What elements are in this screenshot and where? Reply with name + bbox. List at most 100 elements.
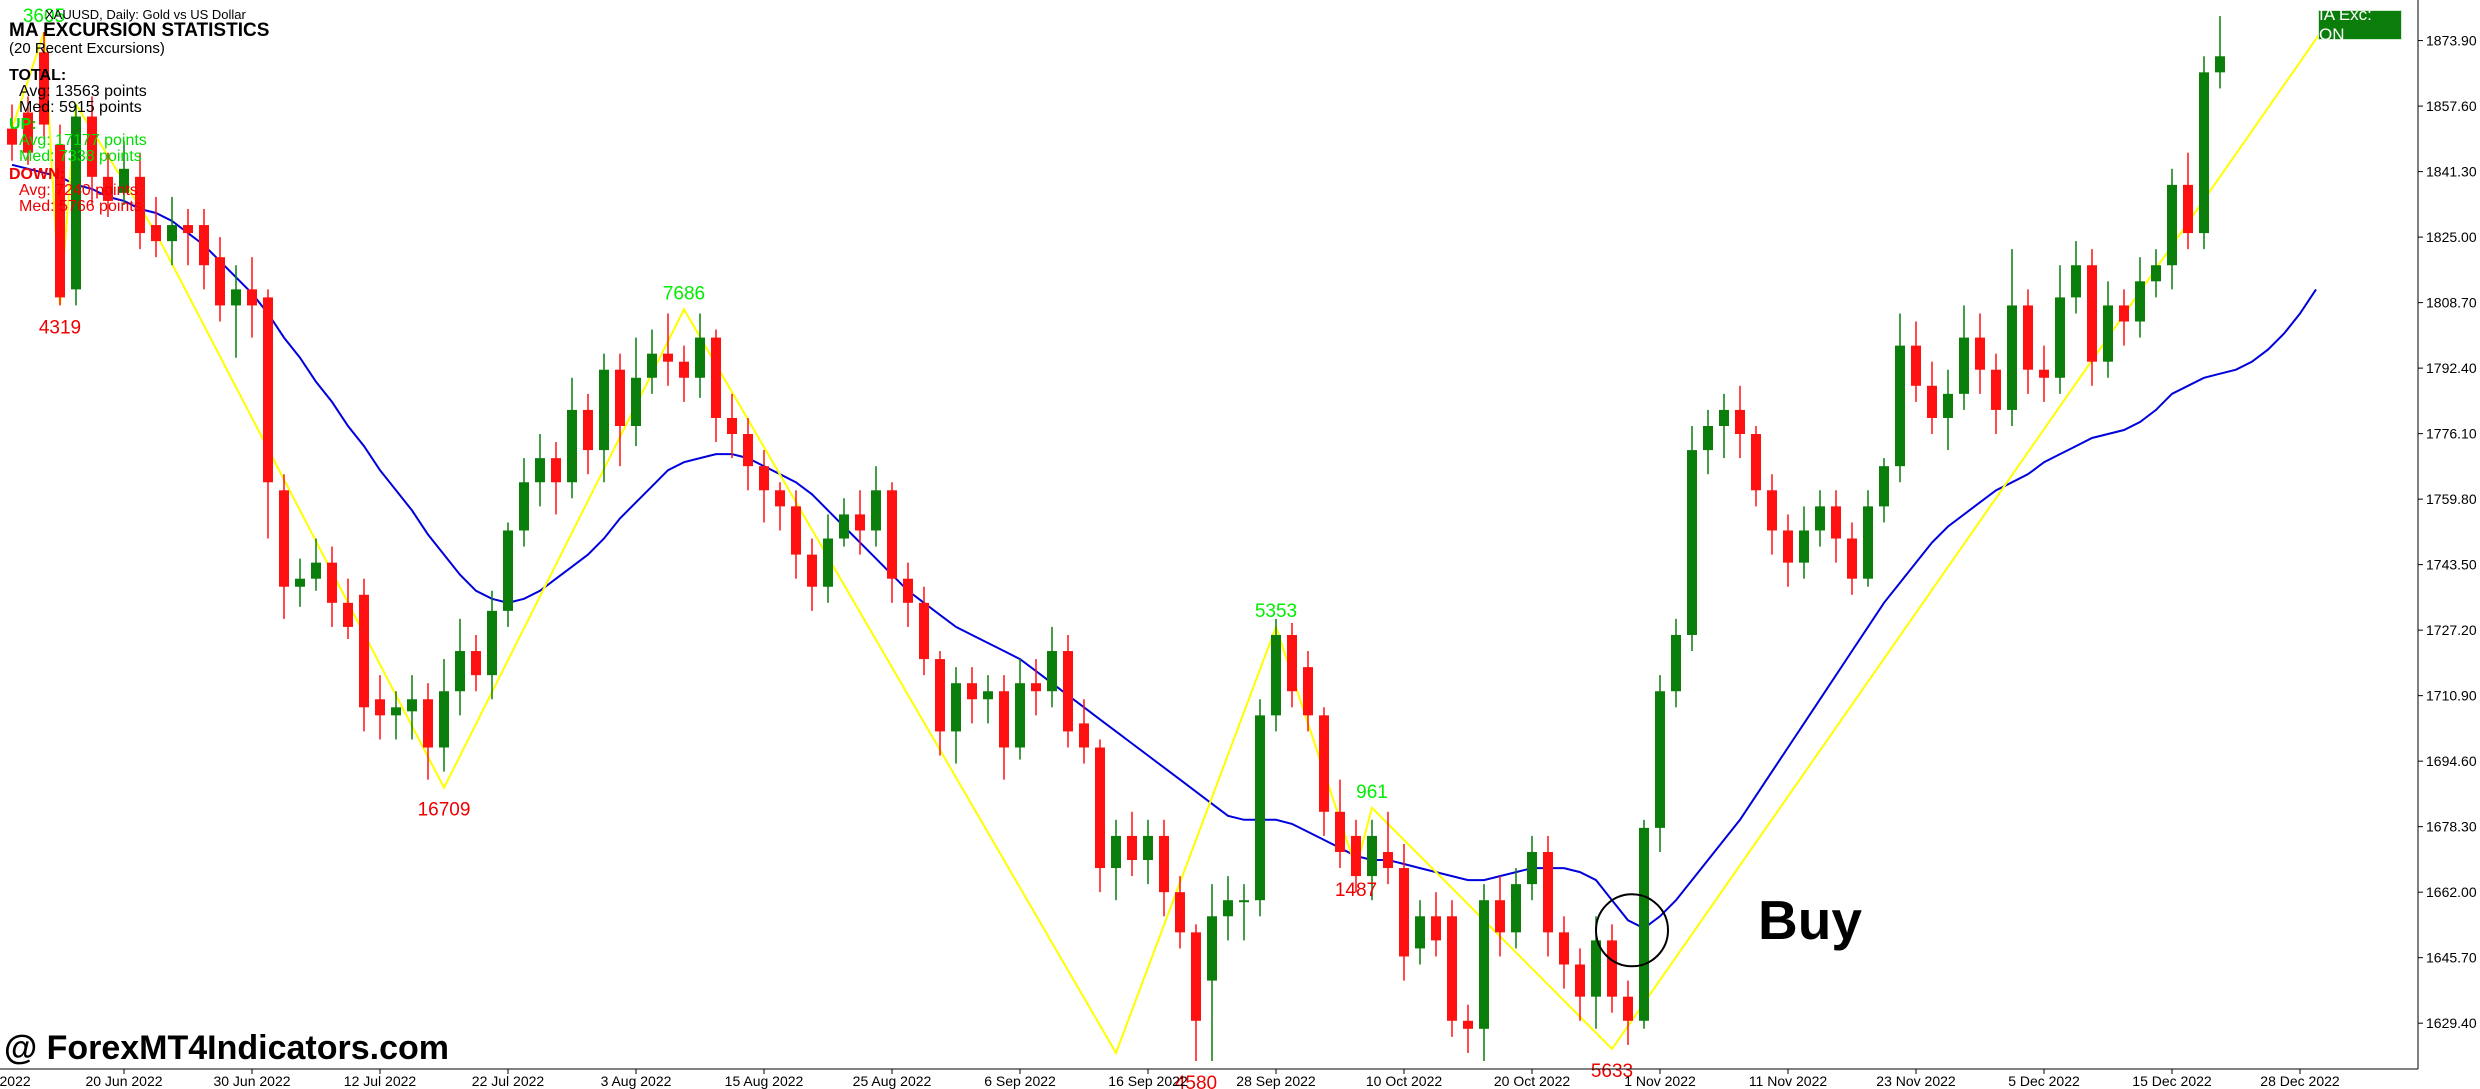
bull-candle <box>1255 715 1265 901</box>
bear-candle <box>903 578 913 603</box>
excursion-label: 7686 <box>663 283 705 304</box>
bull-candle <box>1143 835 1153 861</box>
bear-candle <box>583 409 593 451</box>
candles <box>7 16 2225 1061</box>
x-tick-label: 8 Jun 2022 <box>0 1073 31 1089</box>
y-tick-label: 1776.10 <box>2426 426 2477 442</box>
bear-candle <box>1783 530 1793 563</box>
y-tick-label: 1710.90 <box>2426 688 2477 704</box>
bear-candle <box>1575 964 1585 997</box>
bear-candle <box>791 506 801 555</box>
up-label: UP: <box>9 116 37 133</box>
bull-candle <box>2167 184 2177 266</box>
ma-series-line <box>11 163 2317 930</box>
bear-candle <box>1399 868 1409 957</box>
bear-candle <box>1287 634 1297 692</box>
bear-candle <box>1623 996 1633 1021</box>
bear-candle <box>135 176 145 234</box>
bull-candle <box>439 691 449 748</box>
bull-candle <box>1047 651 1057 692</box>
x-tick-label: 1 Nov 2022 <box>1624 1073 1696 1089</box>
bull-candle <box>1863 506 1873 579</box>
total-label: TOTAL: <box>9 67 67 84</box>
bear-candle <box>1383 851 1393 869</box>
bear-candle <box>1159 835 1169 893</box>
bull-candle <box>2135 281 2145 322</box>
y-tick-label: 1759.80 <box>2426 491 2477 507</box>
bull-candle <box>167 225 177 242</box>
bull-candle <box>647 353 657 378</box>
bear-candle <box>1431 916 1441 941</box>
bull-candle <box>871 490 881 531</box>
x-tick-label: 15 Aug 2022 <box>725 1073 804 1089</box>
y-tick-label: 1857.60 <box>2426 98 2477 114</box>
bull-candle <box>2071 265 2081 298</box>
bull-candle <box>1527 851 1537 885</box>
bear-candle <box>1847 538 1857 579</box>
bull-candle <box>1719 409 1729 426</box>
bear-candle <box>1303 667 1313 716</box>
buy-circle <box>1595 893 1669 968</box>
bear-candle <box>967 683 977 700</box>
down-label: DOWN: <box>9 166 65 183</box>
bull-candle <box>71 116 81 290</box>
bear-candle <box>1751 434 1761 491</box>
bear-candle <box>775 490 785 507</box>
bear-candle <box>1335 811 1345 852</box>
excursion-labels: 3605 4319 7686 16709 5353 961 1487 5633 4580 <box>23 6 1633 1089</box>
bull-candle <box>535 458 545 483</box>
bull-candle <box>519 482 529 531</box>
y-tick-label: 1743.50 <box>2426 557 2477 573</box>
bear-candle <box>1095 747 1105 869</box>
bear-candle <box>1191 932 1201 1021</box>
bear-candle <box>1031 683 1041 692</box>
bear-candle <box>1079 723 1089 748</box>
bear-candle <box>55 144 65 298</box>
bull-candle <box>2199 72 2209 234</box>
y-tick-label: 1694.60 <box>2426 753 2477 769</box>
x-tick-label: 12 Jul 2022 <box>344 1073 417 1089</box>
bull-candle <box>599 369 609 451</box>
y-tick-label: 1825.00 <box>2426 229 2477 245</box>
bear-candle <box>151 225 161 242</box>
bear-candle <box>1063 651 1073 732</box>
bull-candle <box>1671 634 1681 692</box>
indicator-toggle-button[interactable]: IA Exc: ON <box>2318 5 2402 44</box>
x-tick-label: 16 Sep 2022 <box>1108 1073 1188 1089</box>
bull-candle <box>839 514 849 539</box>
bear-candle <box>1495 900 1505 933</box>
bear-candle <box>199 225 209 266</box>
x-tick-label: 20 Oct 2022 <box>1494 1073 1570 1089</box>
bear-candle <box>1319 715 1329 812</box>
bear-candle <box>999 691 1009 748</box>
excursion-label: 1487 <box>1335 880 1377 901</box>
bear-candle <box>1991 369 2001 410</box>
y-tick-label: 1727.20 <box>2426 622 2477 638</box>
bull-candle <box>2007 305 2017 410</box>
symbol-label: XAUUSD, Daily: Gold vs US Dollar <box>45 7 246 22</box>
down-avg: Avg: 7240 points <box>19 182 138 199</box>
excursion-label: 16709 <box>418 800 471 821</box>
bull-candle <box>1367 835 1377 877</box>
bear-candle <box>375 699 385 716</box>
bear-candle <box>359 594 369 708</box>
bull-candle <box>1703 425 1713 451</box>
x-tick-label: 22 Jul 2022 <box>472 1073 545 1089</box>
buy-marker <box>1595 893 1669 968</box>
bull-candle <box>567 409 577 483</box>
x-tick-label: 5 Dec 2022 <box>2008 1073 2080 1089</box>
bear-candle <box>2183 184 2193 234</box>
excursion-label: 3605 <box>23 6 65 27</box>
bull-candle <box>631 377 641 426</box>
bear-candle <box>2039 369 2049 378</box>
watermark: @ ForexMT4Indicators.com <box>4 1029 450 1067</box>
bear-candle <box>935 659 945 732</box>
bear-candle <box>1543 851 1553 933</box>
y-tick-label: 1792.40 <box>2426 360 2477 376</box>
bear-candle <box>1351 835 1361 877</box>
bear-candle <box>679 361 689 378</box>
bull-candle <box>1111 835 1121 869</box>
bull-candle <box>983 691 993 700</box>
bull-candle <box>119 168 129 193</box>
